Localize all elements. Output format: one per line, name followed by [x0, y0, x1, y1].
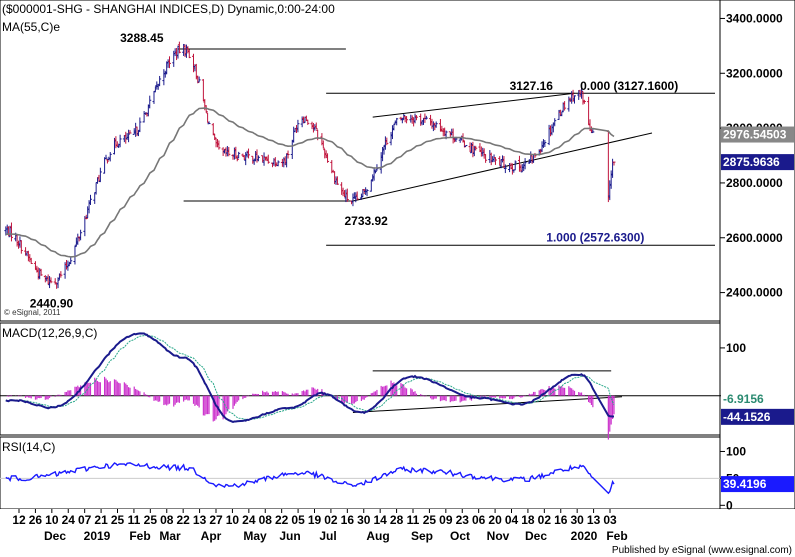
chart-title: ($000001-SHG - SHANGHAI INDICES,D) Dynam… [2, 2, 335, 16]
price-annotation-3127: 3127.16 [510, 79, 554, 93]
time-axis-month-label: Apr [201, 529, 222, 543]
time-axis-day-label: 26 [29, 513, 43, 527]
rsi-label: RSI(14,C) [2, 440, 55, 454]
time-axis-month-label: Sep [411, 529, 433, 543]
time-axis-day-label: 30 [357, 513, 371, 527]
price-axis-label: 2800.0000 [726, 176, 783, 190]
time-axis-day-label: 24 [62, 513, 76, 527]
time-axis-day-label: 11 [407, 513, 420, 527]
macd-signal-value-label-box [721, 391, 794, 408]
time-axis-day-label: 09 [439, 513, 453, 527]
price-axis-label: 2400.0000 [726, 286, 783, 300]
fib-label-1: 1.000 (2572.6300) [546, 230, 644, 244]
last-close-label-box [721, 154, 794, 171]
time-axis-month-label: Feb [129, 529, 150, 543]
time-axis-day-label: 25 [111, 513, 125, 527]
time-axis-day-label: 13 [587, 513, 601, 527]
time-axis-day-label: 02 [324, 513, 338, 527]
time-axis-month-label: 2020 [571, 529, 598, 543]
time-axis-day-label: 18 [521, 513, 535, 527]
bottom-axis [0, 509, 795, 557]
time-axis-day-label: 14 [373, 513, 387, 527]
ma55-line [5, 107, 615, 258]
ma-value-label: 2976.54503 [723, 128, 787, 142]
price-annotation-2440: 2440.90 [30, 296, 74, 310]
fib-label-0: 0.000 (3127.1600) [580, 79, 678, 93]
macd-value-label-box [721, 408, 794, 425]
time-axis-month-label: Jun [279, 529, 300, 543]
rsi-value-label: 39.4196 [723, 477, 767, 491]
time-axis-day-label: 22 [176, 513, 190, 527]
ma-value-label-box [721, 126, 794, 143]
time-axis-month-label: Jul [319, 529, 336, 543]
macd-signal-line [5, 334, 615, 421]
macd-value-label: -44.1526 [723, 410, 771, 424]
time-axis-day-label: 16 [341, 513, 355, 527]
time-axis-month-label: 2019 [84, 529, 111, 543]
channel-lower-line [352, 132, 653, 202]
time-axis-month-label: Feb [606, 529, 627, 543]
time-axis-day-label: 25 [423, 513, 437, 527]
price-axis-label: 2600.0000 [726, 231, 783, 245]
price-panel [0, 0, 721, 322]
macd-line [5, 332, 614, 423]
time-axis-day-label: 08 [160, 513, 174, 527]
time-axis-day-label: 03 [603, 513, 617, 527]
time-axis-month-label: Nov [487, 529, 510, 543]
channel-upper-line [372, 92, 575, 118]
time-axis-day-label: 21 [94, 513, 108, 527]
price-annotation-3288: 3288.45 [120, 31, 164, 45]
esignal-watermark: © eSignal, 2011 [4, 308, 61, 317]
macd-axis-label: 100 [726, 341, 746, 355]
time-axis-day-label: 08 [259, 513, 273, 527]
rsi-value-label-box [721, 476, 794, 493]
time-axis-day-label: 12 [12, 513, 26, 527]
time-axis-day-label: 13 [193, 513, 207, 527]
time-axis-day-label: 24 [242, 513, 256, 527]
time-axis-day-label: 28 [390, 513, 404, 527]
price-annotation-2733: 2733.92 [344, 214, 388, 228]
time-axis-month-label: Dec [44, 529, 66, 543]
time-axis-day-label: 10 [226, 513, 240, 527]
rsi-line [5, 462, 615, 495]
price-axis-label: 3400.0000 [726, 11, 783, 25]
time-axis-day-label: 05 [291, 513, 305, 527]
time-axis-month-label: Mar [159, 529, 181, 543]
time-axis-day-label: 04 [505, 513, 519, 527]
macd-signal-value-label: -6.9156 [723, 392, 764, 406]
price-axis-label: 3200.0000 [726, 66, 783, 80]
time-axis-month-label: May [243, 529, 267, 543]
time-axis-day-label: 11 [128, 513, 141, 527]
time-axis-month-label: Aug [366, 529, 389, 543]
time-axis-day-label: 20 [488, 513, 502, 527]
time-axis-day-label: 07 [78, 513, 92, 527]
rsi-axis-label: 0 [726, 498, 733, 512]
macd-trend-line-lower [352, 396, 623, 413]
time-axis-day-label: 25 [144, 513, 158, 527]
time-axis-day-label: 10 [45, 513, 59, 527]
published-by: Published by eSignal (www.esignal.com) [612, 545, 792, 556]
last-close-label: 2875.9636 [723, 155, 780, 169]
rsi-axis-label: 100 [726, 444, 746, 458]
rsi-panel [0, 436, 721, 510]
time-axis-day-label: 27 [209, 513, 223, 527]
time-axis-day-label: 22 [275, 513, 289, 527]
time-axis-day-label: 16 [554, 513, 568, 527]
time-axis-month-label: Dec [525, 529, 547, 543]
time-axis-day-label: 19 [308, 513, 322, 527]
time-axis-day-label: 23 [456, 513, 470, 527]
time-axis-day-label: 06 [472, 513, 486, 527]
time-axis-day-label: 30 [570, 513, 584, 527]
ma-indicator-label: MA(55,C)e [2, 20, 60, 34]
time-axis-month-label: Oct [450, 529, 470, 543]
time-axis-day-label: 02 [538, 513, 552, 527]
macd-label: MACD(12,26,9,C) [2, 326, 97, 340]
